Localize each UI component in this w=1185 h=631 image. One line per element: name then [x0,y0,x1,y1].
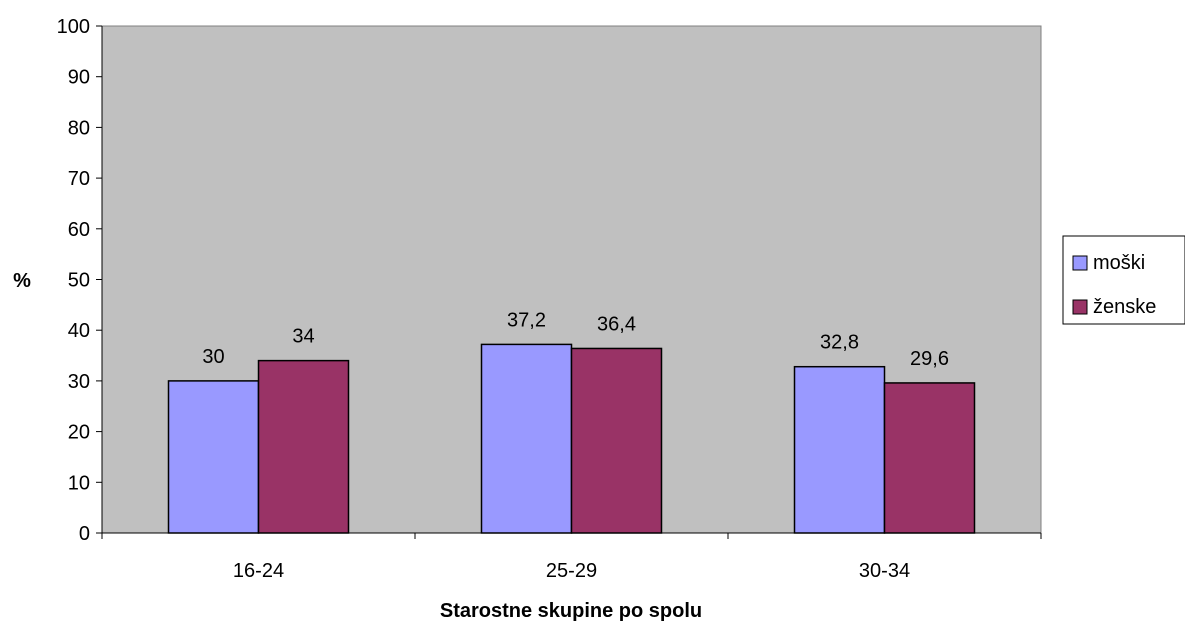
bar-zenske-16-24 [257,359,350,534]
legend-swatch [1072,299,1088,315]
bar-moski-25-29 [480,343,573,534]
bar-zenske-25-29 [570,347,663,534]
y-tick-label: 80 [68,117,90,139]
y-axis-title: % [13,270,31,292]
y-tick-label: 70 [68,168,90,190]
x-axis: 16-24 25-29 30-34 [101,532,1042,582]
y-tick-label: 100 [57,16,90,38]
legend: moški ženske [1062,235,1185,325]
y-tick-label: 20 [68,422,90,444]
data-label: 37,2 [507,309,546,331]
data-label: 32,8 [820,332,859,354]
y-tick-label: 60 [68,219,90,241]
x-tick-label: 16-24 [233,560,284,582]
data-label: 30 [202,346,224,368]
bar-zenske-30-34 [883,382,976,534]
x-axis-title: Starostne skupine po spolu [440,600,702,622]
y-tick-label: 10 [68,472,90,494]
y-axis: 0 10 20 30 40 50 60 70 80 90 100 [57,16,103,545]
data-label: 34 [292,326,314,348]
y-tick-label: 40 [68,320,90,342]
bars [167,343,976,534]
bar-moski-16-24 [167,380,260,534]
y-tick-label: 30 [68,371,90,393]
x-tick-label: 25-29 [546,560,597,582]
x-tick-label: 30-34 [859,560,910,582]
data-label: 29,6 [910,348,949,370]
legend-label: ženske [1093,296,1156,318]
y-tick-label: 90 [68,67,90,89]
y-tick-label: 0 [79,523,90,545]
legend-label: moški [1093,252,1145,274]
y-tick-label: 50 [68,270,90,292]
data-label: 36,4 [597,313,636,335]
legend-swatch [1072,255,1088,271]
bar-moski-30-34 [793,365,886,534]
data-labels: 30 37,2 32,8 34 36,4 29,6 [202,309,949,370]
